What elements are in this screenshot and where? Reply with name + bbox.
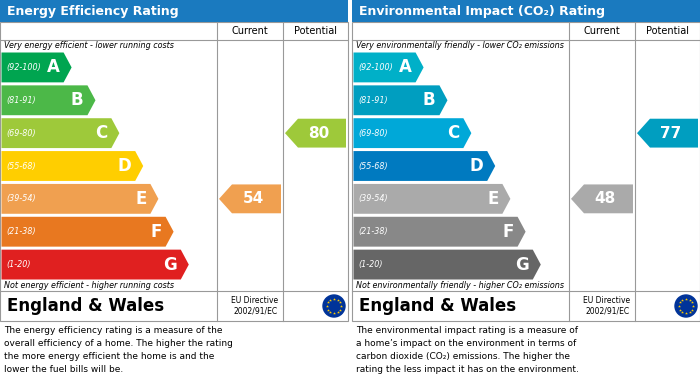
Text: (69-80): (69-80) bbox=[358, 129, 388, 138]
Text: EU Directive
2002/91/EC: EU Directive 2002/91/EC bbox=[231, 296, 278, 316]
Text: The energy efficiency rating is a measure of the: The energy efficiency rating is a measur… bbox=[4, 326, 223, 335]
Text: Not energy efficient - higher running costs: Not energy efficient - higher running co… bbox=[4, 281, 174, 290]
Text: D: D bbox=[470, 157, 483, 175]
Text: (55-68): (55-68) bbox=[6, 161, 36, 170]
Polygon shape bbox=[354, 85, 447, 115]
Text: G: G bbox=[163, 256, 177, 274]
Polygon shape bbox=[354, 184, 510, 214]
Text: Current: Current bbox=[232, 26, 268, 36]
Bar bbox=[352, 22, 700, 321]
Text: F: F bbox=[150, 223, 162, 241]
Text: overall efficiency of a home. The higher the rating: overall efficiency of a home. The higher… bbox=[4, 339, 233, 348]
Text: (1-20): (1-20) bbox=[6, 260, 31, 269]
Text: a home’s impact on the environment in terms of: a home’s impact on the environment in te… bbox=[356, 339, 576, 348]
Text: Potential: Potential bbox=[646, 26, 689, 36]
Polygon shape bbox=[1, 151, 144, 181]
Polygon shape bbox=[1, 118, 119, 148]
Polygon shape bbox=[637, 119, 698, 147]
Text: England & Wales: England & Wales bbox=[359, 297, 516, 315]
Text: the more energy efficient the home is and the: the more energy efficient the home is an… bbox=[4, 352, 214, 361]
Bar bbox=[352, 0, 700, 22]
Text: (81-91): (81-91) bbox=[6, 96, 36, 105]
Text: England & Wales: England & Wales bbox=[7, 297, 164, 315]
Circle shape bbox=[675, 295, 697, 317]
Polygon shape bbox=[354, 249, 541, 280]
Text: D: D bbox=[118, 157, 131, 175]
Text: The environmental impact rating is a measure of: The environmental impact rating is a mea… bbox=[356, 326, 578, 335]
Text: F: F bbox=[502, 223, 514, 241]
Polygon shape bbox=[1, 184, 158, 214]
Text: Not environmentally friendly - higher CO₂ emissions: Not environmentally friendly - higher CO… bbox=[356, 281, 564, 290]
Text: 54: 54 bbox=[243, 191, 264, 206]
Bar bbox=[0, 0, 348, 22]
Text: 48: 48 bbox=[594, 191, 616, 206]
Text: EU Directive
2002/91/EC: EU Directive 2002/91/EC bbox=[583, 296, 630, 316]
Text: E: E bbox=[487, 190, 498, 208]
Polygon shape bbox=[571, 185, 633, 213]
Text: Current: Current bbox=[584, 26, 620, 36]
Circle shape bbox=[323, 295, 345, 317]
Text: (21-38): (21-38) bbox=[358, 227, 388, 236]
Text: (81-91): (81-91) bbox=[358, 96, 388, 105]
Text: 80: 80 bbox=[308, 126, 330, 141]
Text: Potential: Potential bbox=[294, 26, 337, 36]
Polygon shape bbox=[1, 85, 95, 115]
Polygon shape bbox=[1, 217, 174, 247]
Text: (55-68): (55-68) bbox=[358, 161, 388, 170]
Text: (69-80): (69-80) bbox=[6, 129, 36, 138]
Text: C: C bbox=[447, 124, 459, 142]
Bar bbox=[0, 22, 348, 321]
Text: E: E bbox=[135, 190, 146, 208]
Text: (92-100): (92-100) bbox=[358, 63, 393, 72]
Polygon shape bbox=[219, 185, 281, 213]
Polygon shape bbox=[354, 52, 424, 83]
Text: Very environmentally friendly - lower CO₂ emissions: Very environmentally friendly - lower CO… bbox=[356, 41, 564, 50]
Text: A: A bbox=[399, 58, 412, 76]
Polygon shape bbox=[1, 52, 71, 83]
Polygon shape bbox=[354, 217, 526, 247]
Text: (39-54): (39-54) bbox=[358, 194, 388, 203]
Text: carbon dioxide (CO₂) emissions. The higher the: carbon dioxide (CO₂) emissions. The high… bbox=[356, 352, 570, 361]
Text: Very energy efficient - lower running costs: Very energy efficient - lower running co… bbox=[4, 41, 174, 50]
Text: B: B bbox=[423, 91, 435, 109]
Text: Energy Efficiency Rating: Energy Efficiency Rating bbox=[7, 5, 178, 18]
Polygon shape bbox=[1, 249, 189, 280]
Text: 77: 77 bbox=[660, 126, 681, 141]
Text: (92-100): (92-100) bbox=[6, 63, 41, 72]
Polygon shape bbox=[354, 151, 495, 181]
Text: A: A bbox=[47, 58, 60, 76]
Text: Environmental Impact (CO₂) Rating: Environmental Impact (CO₂) Rating bbox=[359, 5, 605, 18]
Text: (39-54): (39-54) bbox=[6, 194, 36, 203]
Text: (21-38): (21-38) bbox=[6, 227, 36, 236]
Text: rating the less impact it has on the environment.: rating the less impact it has on the env… bbox=[356, 365, 579, 374]
Text: (1-20): (1-20) bbox=[358, 260, 383, 269]
Text: lower the fuel bills will be.: lower the fuel bills will be. bbox=[4, 365, 123, 374]
Text: B: B bbox=[71, 91, 83, 109]
Polygon shape bbox=[354, 118, 471, 148]
Text: C: C bbox=[95, 124, 107, 142]
Text: G: G bbox=[515, 256, 528, 274]
Polygon shape bbox=[285, 119, 346, 147]
